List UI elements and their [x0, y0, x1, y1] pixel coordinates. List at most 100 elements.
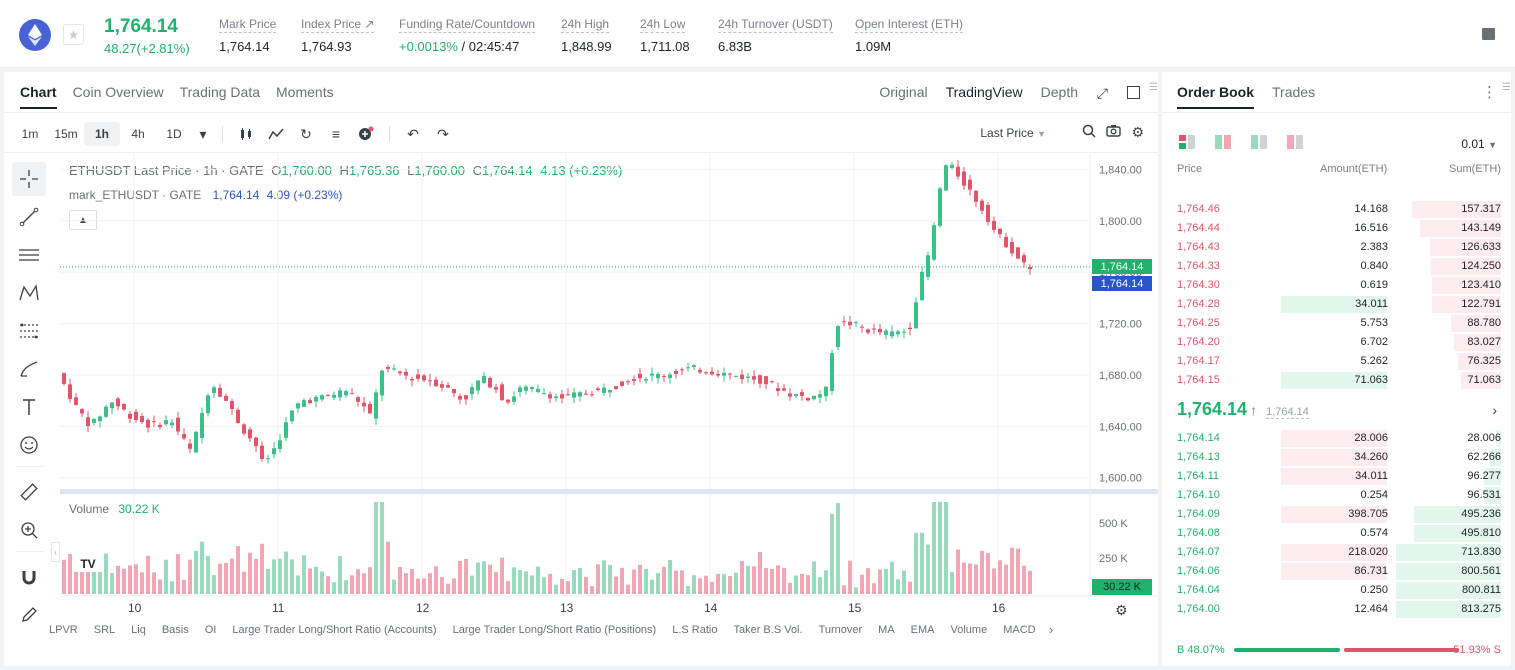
bid-row[interactable]: 1,764.10 0.254 96.531 — [1177, 486, 1501, 505]
view-tradingview[interactable]: TradingView — [945, 84, 1023, 100]
stat-label[interactable]: 24h Low — [640, 17, 686, 33]
volume-bar — [416, 578, 420, 594]
ask-row[interactable]: 1,764.44 16.516 143.149 — [1177, 219, 1501, 238]
stat-label[interactable]: Index Price ↗ — [301, 17, 375, 33]
ask-row[interactable]: 1,764.30 0.619 123.410 — [1177, 276, 1501, 295]
indicator-item[interactable]: Volume — [950, 624, 988, 636]
timeframe-15m[interactable]: 15m — [54, 127, 78, 141]
timeframe-4h[interactable]: 4h — [131, 127, 145, 141]
indicator-item[interactable]: Taker B.S Vol. — [733, 624, 803, 636]
undo-icon[interactable]: ↶ — [407, 125, 419, 142]
ask-row[interactable]: 1,764.25 5.753 88.780 — [1177, 314, 1501, 333]
search-icon[interactable] — [1082, 124, 1096, 141]
add-alert-icon[interactable] — [351, 122, 381, 146]
stat-label[interactable]: 24h High — [561, 17, 610, 33]
magnet-icon[interactable] — [12, 560, 46, 594]
more-icon[interactable]: ⋮ — [1482, 84, 1497, 101]
price-source-select[interactable]: Last Price ▼ — [980, 126, 1046, 140]
tab-coin-overview[interactable]: Coin Overview — [72, 84, 164, 100]
scroll-right-icon[interactable]: › — [1049, 622, 1054, 637]
book-split-icon[interactable] — [1214, 134, 1232, 153]
bid-row[interactable]: 1,764.07 218.020 713.830 — [1177, 543, 1501, 562]
bid-row[interactable]: 1,764.00 12.464 813.275 — [1177, 600, 1501, 619]
tab-chart[interactable]: Chart — [20, 84, 57, 109]
indicator-item[interactable]: Large Trader Long/Short Ratio (Positions… — [452, 624, 657, 636]
indicator-item[interactable]: LPVR — [49, 624, 78, 636]
drag-handle-icon[interactable]: ☰ — [1149, 82, 1158, 93]
indicator-item[interactable]: Liq — [131, 624, 146, 636]
fib-icon[interactable] — [12, 314, 46, 348]
price-chart[interactable]: 1,840.00 1,800.00 1,760.00 1,720.00 1,680.00… — [4, 72, 1158, 666]
bid-row[interactable]: 1,764.06 86.731 800.561 — [1177, 562, 1501, 581]
bid-row[interactable]: 1,764.11 34.011 96.277 — [1177, 467, 1501, 486]
chevron-right-icon[interactable]: › — [1492, 402, 1497, 418]
candle-body — [986, 204, 990, 223]
chevron-down-icon[interactable]: ▾ — [199, 125, 207, 142]
ruler-icon[interactable] — [12, 475, 46, 509]
favorite-star-icon[interactable]: ★ — [63, 24, 84, 45]
bid-row[interactable]: 1,764.14 28.006 28.006 — [1177, 429, 1501, 448]
bid-row[interactable]: 1,764.13 34.260 62.266 — [1177, 448, 1501, 467]
pattern-icon[interactable] — [12, 276, 46, 310]
stat-label[interactable]: Funding Rate/Countdown — [399, 17, 536, 33]
camera-icon[interactable] — [1106, 124, 1122, 141]
ask-row[interactable]: 1,764.33 0.840 124.250 — [1177, 257, 1501, 276]
indicator-item[interactable]: L.S Ratio — [672, 624, 718, 636]
stat-label[interactable]: Open Interest (ETH) — [855, 17, 964, 33]
collapse-legend-button[interactable]: ▲ — [69, 210, 97, 230]
bid-row[interactable]: 1,764.04 0.250 800.811 — [1177, 581, 1501, 600]
book-both-icon[interactable] — [1178, 134, 1196, 153]
indicator-item[interactable]: EMA — [910, 624, 935, 636]
indicator-item[interactable]: SRL — [93, 624, 116, 636]
view-depth[interactable]: Depth — [1040, 84, 1078, 100]
indicator-item[interactable]: Basis — [161, 624, 189, 636]
bid-row[interactable]: 1,764.09 398.705 495.236 — [1177, 505, 1501, 524]
ask-row[interactable]: 1,764.15 71.063 71.063 — [1177, 371, 1501, 390]
expand-left-icon[interactable]: ‹ — [51, 542, 60, 562]
drag-handle-icon[interactable]: ☰ — [1502, 82, 1511, 93]
indicator-item[interactable]: OI — [204, 624, 217, 636]
volume-bar — [524, 571, 528, 594]
crosshair-icon[interactable] — [12, 162, 46, 196]
ask-row[interactable]: 1,764.28 34.011 122.791 — [1177, 295, 1501, 314]
indicator-item[interactable]: MACD — [1003, 624, 1036, 636]
stat-label[interactable]: Mark Price — [219, 17, 277, 33]
brush-icon[interactable] — [12, 352, 46, 386]
ask-row[interactable]: 1,764.43 2.383 126.633 — [1177, 238, 1501, 257]
ask-row[interactable]: 1,764.17 5.262 76.325 — [1177, 352, 1501, 371]
horizontal-lines-icon[interactable] — [12, 238, 46, 272]
tab-trading-data[interactable]: Trading Data — [179, 84, 261, 100]
emoji-icon[interactable] — [12, 428, 46, 462]
stat-label[interactable]: 24h Turnover (USDT) — [718, 17, 833, 33]
settings-small-icon[interactable]: ⚙ — [1115, 602, 1128, 618]
bid-row[interactable]: 1,764.08 0.574 495.810 — [1177, 524, 1501, 543]
precision-select[interactable]: 0.01 ▼ — [1461, 137, 1497, 151]
candle-type-icon[interactable] — [231, 122, 261, 146]
ask-row[interactable]: 1,764.20 6.702 83.027 — [1177, 333, 1501, 352]
tab-order-book[interactable]: Order Book — [1177, 84, 1255, 109]
text-tool-icon[interactable] — [12, 390, 46, 424]
indicator-item[interactable]: Turnover — [818, 624, 863, 636]
gear-icon[interactable]: ⚙ — [1131, 124, 1144, 140]
indicator-item[interactable]: Large Trader Long/Short Ratio (Accounts) — [232, 624, 437, 636]
timeframe-1m[interactable]: 1m — [21, 127, 39, 141]
fullscreen-icon[interactable]: ⤢ — [1096, 85, 1108, 101]
indicator-item[interactable]: MA — [878, 624, 895, 636]
book-bids-icon[interactable] — [1250, 134, 1268, 153]
refresh-icon[interactable]: ↻ — [300, 125, 312, 142]
indicators-icon[interactable] — [261, 122, 291, 146]
templates-icon[interactable]: ≡ — [331, 126, 341, 142]
tab-moments[interactable]: Moments — [276, 84, 334, 100]
book-icon[interactable] — [1482, 28, 1495, 40]
timeframe-1h[interactable]: 1h — [84, 122, 120, 146]
pencil-icon[interactable] — [12, 598, 46, 632]
zoom-in-icon[interactable] — [12, 513, 46, 547]
trendline-icon[interactable] — [12, 200, 46, 234]
redo-icon[interactable]: ↷ — [437, 125, 449, 142]
window-icon[interactable] — [1127, 86, 1140, 99]
tab-trades[interactable]: Trades — [1272, 84, 1316, 100]
view-original[interactable]: Original — [879, 84, 928, 100]
book-asks-icon[interactable] — [1286, 134, 1304, 153]
ask-row[interactable]: 1,764.46 14.168 157.317 — [1177, 200, 1501, 219]
timeframe-1D[interactable]: 1D — [166, 127, 182, 141]
